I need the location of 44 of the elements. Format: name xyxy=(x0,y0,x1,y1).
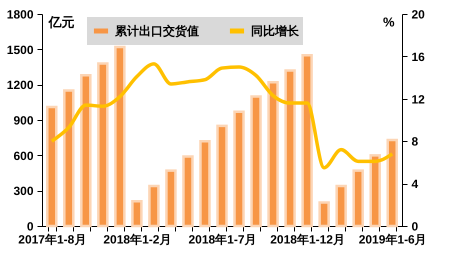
bar xyxy=(216,124,228,228)
x-tick-label: 2019年1-6月 xyxy=(358,232,427,246)
bar xyxy=(284,69,296,228)
y2-axis-title: % xyxy=(382,14,395,30)
bar xyxy=(131,200,143,228)
bar xyxy=(369,154,381,228)
y2-tick-label: 0 xyxy=(412,220,418,234)
bar xyxy=(199,140,211,228)
bar xyxy=(97,62,109,228)
bar xyxy=(352,169,364,228)
y2-tick-label: 16 xyxy=(412,50,426,64)
bar xyxy=(63,89,75,228)
y-tick-label: 600 xyxy=(13,148,34,163)
bar xyxy=(148,184,160,228)
y2-tick-label: 8 xyxy=(412,134,418,149)
line-series xyxy=(50,62,394,170)
y-tick-label: 1500 xyxy=(6,42,34,57)
y-tick-label: 0 xyxy=(26,220,34,234)
legend-label: 累计出口交货值 xyxy=(114,24,199,38)
y2-tick-label: 4 xyxy=(412,177,418,192)
bar xyxy=(46,106,58,228)
y-tick-label: 1800 xyxy=(6,8,34,22)
y-tick-label: 300 xyxy=(13,184,34,198)
y2-tick-label: 20 xyxy=(412,8,426,22)
bar xyxy=(386,138,398,228)
x-tick-label: 2018年1-2月 xyxy=(103,232,172,246)
y-axis-title: 亿元 xyxy=(48,14,74,30)
y2-tick-label: 12 xyxy=(412,92,426,106)
legend-label: 同比增长 xyxy=(251,24,300,38)
bar xyxy=(267,81,279,228)
x-tick-label: 2017年1-8月 xyxy=(18,232,86,246)
x-tick-label: 2018年1-12月 xyxy=(270,232,345,246)
y-tick-label: 1200 xyxy=(6,78,34,92)
bar xyxy=(114,46,126,228)
y-tick-label: 900 xyxy=(13,114,34,128)
x-tick-label: 2018年1-7月 xyxy=(188,232,257,246)
bar xyxy=(301,54,313,228)
bar xyxy=(165,169,177,228)
bar xyxy=(250,95,262,228)
bar xyxy=(335,184,347,228)
bar xyxy=(80,74,92,228)
bar xyxy=(182,155,194,228)
bar xyxy=(233,110,245,228)
bar xyxy=(318,201,330,228)
